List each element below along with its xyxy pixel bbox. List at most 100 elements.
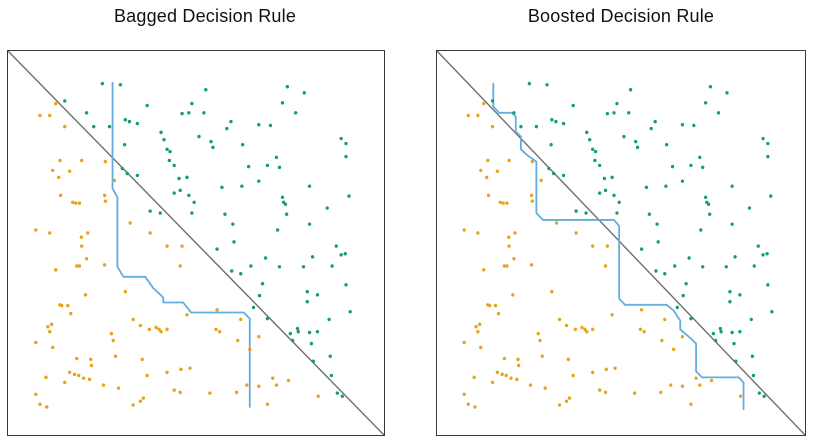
class-orange-point <box>239 317 243 322</box>
class-orange-point <box>185 313 189 317</box>
class-green-point <box>190 101 194 106</box>
class-orange-point <box>103 199 108 203</box>
class-green-point <box>232 240 236 244</box>
class-orange-point <box>102 193 107 198</box>
class-green-point <box>749 317 753 322</box>
class-green-point <box>180 111 184 116</box>
class-green-point <box>148 209 152 213</box>
class-green-point <box>63 99 67 103</box>
class-orange-point <box>476 113 480 118</box>
class-green-point <box>689 163 693 168</box>
class-green-point <box>220 185 224 190</box>
class-orange-point <box>604 367 608 372</box>
class-orange-point <box>466 113 470 118</box>
class-green-point <box>135 121 140 126</box>
class-green-point <box>591 147 595 152</box>
class-orange-point <box>178 390 182 395</box>
class-green-point <box>190 211 194 215</box>
class-orange-point <box>66 303 70 308</box>
class-green-point <box>605 111 610 116</box>
class-orange-point <box>208 391 212 395</box>
class-orange-point <box>54 268 58 272</box>
class-green-point <box>339 253 343 257</box>
class-green-point <box>734 359 738 364</box>
class-orange-point <box>462 392 466 397</box>
class-orange-point <box>638 327 643 332</box>
class-green-point <box>178 188 182 193</box>
class-green-point <box>716 111 721 115</box>
class-green-point <box>229 119 233 124</box>
class-orange-point <box>236 338 240 343</box>
class-orange-point <box>598 388 602 392</box>
class-orange-point <box>138 399 143 403</box>
class-green-point <box>295 326 300 331</box>
class-orange-point <box>495 370 500 375</box>
class-orange-point <box>131 317 135 322</box>
class-green-point <box>634 139 638 144</box>
class-green-point <box>653 119 657 124</box>
class-orange-point <box>109 331 114 336</box>
class-orange-point <box>487 303 492 308</box>
class-orange-point <box>485 175 489 180</box>
class-green-point <box>519 124 523 129</box>
class-green-point <box>211 145 215 150</box>
class-green-point <box>263 256 268 260</box>
class-green-point <box>527 81 532 86</box>
class-green-point <box>311 359 316 364</box>
class-orange-point <box>591 327 595 332</box>
class-green-point <box>689 316 693 321</box>
class-orange-point <box>580 325 584 330</box>
class-orange-point <box>140 357 144 362</box>
class-green-point <box>315 329 320 334</box>
class-green-point <box>257 123 261 127</box>
class-orange-point <box>507 235 511 239</box>
class-green-point <box>766 283 770 287</box>
class-orange-point <box>566 357 571 362</box>
class-orange-point <box>515 377 519 382</box>
class-orange-point <box>165 244 169 248</box>
class-green-point <box>728 290 732 294</box>
class-orange-point <box>507 244 511 248</box>
class-green-point <box>681 293 685 298</box>
class-orange-point <box>529 193 534 198</box>
class-orange-point <box>680 334 685 339</box>
class-orange-point <box>476 329 480 334</box>
class-orange-point <box>51 168 55 173</box>
class-orange-point <box>462 340 466 345</box>
class-green-point <box>765 252 769 256</box>
class-green-point <box>545 83 549 87</box>
class-green-point <box>598 163 602 168</box>
class-green-point <box>664 184 668 188</box>
class-green-point <box>610 175 614 180</box>
class-green-point <box>277 265 282 269</box>
class-orange-point <box>316 394 320 398</box>
class-green-point <box>330 264 334 268</box>
class-green-point <box>334 244 338 248</box>
class-green-point <box>120 166 124 171</box>
class-orange-point <box>709 378 714 383</box>
class-green-point <box>598 191 602 195</box>
class-orange-point <box>495 169 500 173</box>
class-green-point <box>708 212 712 216</box>
class-green-point <box>593 158 597 163</box>
class-orange-point <box>54 101 58 106</box>
class-orange-point <box>188 366 192 370</box>
class-orange-point <box>274 383 279 387</box>
class-green-point <box>145 103 149 108</box>
class-orange-point <box>573 327 578 332</box>
class-orange-point <box>498 200 502 205</box>
class-orange-point <box>81 376 86 380</box>
class-orange-point <box>529 263 534 267</box>
class-green-point <box>561 121 566 126</box>
class-green-point <box>197 134 201 139</box>
class-green-point <box>549 142 553 147</box>
class-green-point <box>202 111 206 115</box>
class-orange-point <box>557 317 562 322</box>
class-orange-point <box>528 383 533 387</box>
class-green-point <box>692 123 696 128</box>
class-orange-point <box>738 394 743 398</box>
class-green-point <box>628 88 633 92</box>
class-orange-point <box>248 347 252 352</box>
class-green-point <box>639 247 644 251</box>
class-orange-point <box>564 323 569 328</box>
